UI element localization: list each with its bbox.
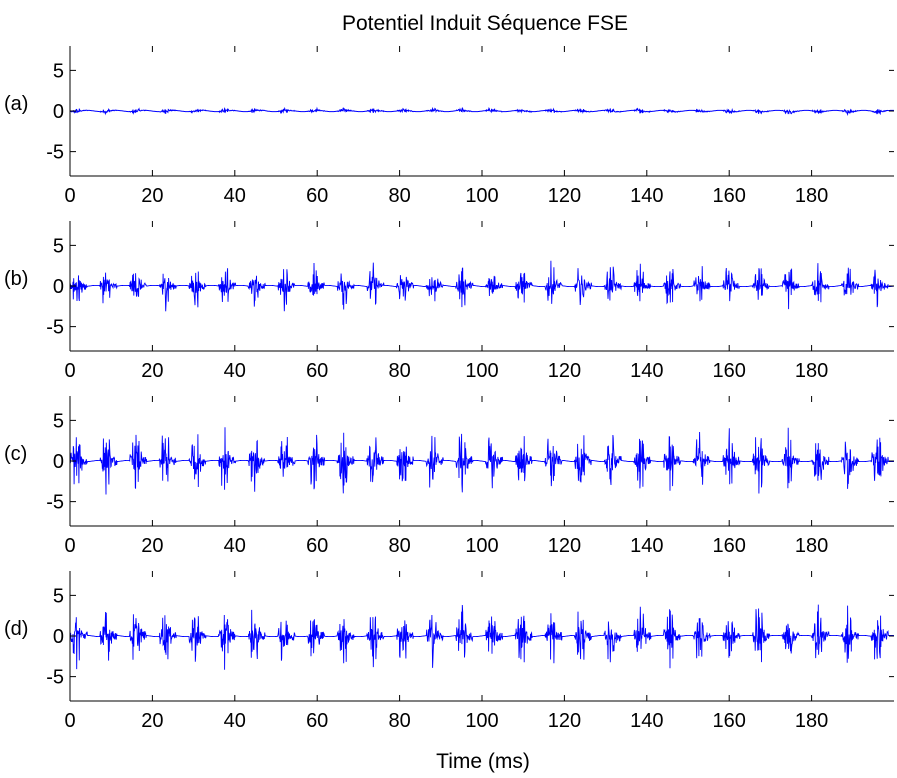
y-tick-label: -5	[46, 317, 64, 339]
y-tick-label: 0	[53, 101, 64, 123]
x-tick-label: 0	[64, 185, 75, 207]
y-tick-label: 5	[53, 60, 64, 82]
x-tick-label: 60	[306, 185, 328, 207]
x-tick-label: 100	[465, 360, 498, 382]
panel-label: (a)	[4, 93, 28, 115]
x-tick-label: 100	[465, 185, 498, 207]
y-tick-label: -5	[46, 142, 64, 164]
x-tick-label: 160	[713, 185, 746, 207]
x-tick-label: 0	[64, 360, 75, 382]
x-tick-label: 20	[141, 360, 163, 382]
chart-title: Potentiel Induit Séquence FSE	[342, 12, 628, 35]
x-tick-label: 100	[465, 535, 498, 557]
x-tick-label: 140	[630, 360, 663, 382]
x-tick-label: 40	[224, 535, 246, 557]
y-tick-label: 0	[53, 276, 64, 298]
x-tick-label: 80	[388, 535, 410, 557]
x-tick-label: 120	[548, 360, 581, 382]
x-tick-label: 0	[64, 710, 75, 732]
y-tick-label: 5	[53, 235, 64, 257]
x-tick-label: 120	[548, 710, 581, 732]
x-tick-label: 180	[795, 360, 828, 382]
x-tick-label: 100	[465, 710, 498, 732]
x-tick-label: 120	[548, 535, 581, 557]
x-tick-label: 160	[713, 360, 746, 382]
y-tick-label: -5	[46, 667, 64, 689]
x-tick-label: 20	[141, 535, 163, 557]
x-tick-label: 180	[795, 710, 828, 732]
y-tick-label: 0	[53, 451, 64, 473]
y-tick-label: 5	[53, 585, 64, 607]
x-tick-label: 160	[713, 535, 746, 557]
panel-label: (c)	[4, 443, 27, 465]
panel-label: (b)	[4, 268, 28, 290]
x-tick-label: 80	[388, 710, 410, 732]
x-tick-label: 60	[306, 360, 328, 382]
x-tick-label: 140	[630, 185, 663, 207]
x-tick-label: 140	[630, 710, 663, 732]
x-tick-label: 20	[141, 710, 163, 732]
y-tick-label: 5	[53, 410, 64, 432]
x-tick-label: 20	[141, 185, 163, 207]
x-tick-label: 80	[388, 185, 410, 207]
x-tick-label: 180	[795, 185, 828, 207]
x-tick-label: 0	[64, 535, 75, 557]
x-tick-label: 160	[713, 710, 746, 732]
y-tick-label: -5	[46, 492, 64, 514]
x-axis-label: Time (ms)	[436, 750, 530, 773]
x-tick-label: 40	[224, 360, 246, 382]
x-tick-label: 120	[548, 185, 581, 207]
x-tick-label: 60	[306, 710, 328, 732]
x-tick-label: 80	[388, 360, 410, 382]
x-tick-label: 40	[224, 710, 246, 732]
x-tick-label: 40	[224, 185, 246, 207]
signal-line-a	[69, 106, 894, 117]
x-tick-label: 180	[795, 535, 828, 557]
y-tick-label: 0	[53, 626, 64, 648]
signal-line-c	[69, 427, 895, 495]
x-tick-label: 60	[306, 535, 328, 557]
panel-label: (d)	[4, 618, 28, 640]
signal-line-d	[69, 604, 894, 670]
signal-line-b	[69, 260, 895, 312]
x-tick-label: 140	[630, 535, 663, 557]
